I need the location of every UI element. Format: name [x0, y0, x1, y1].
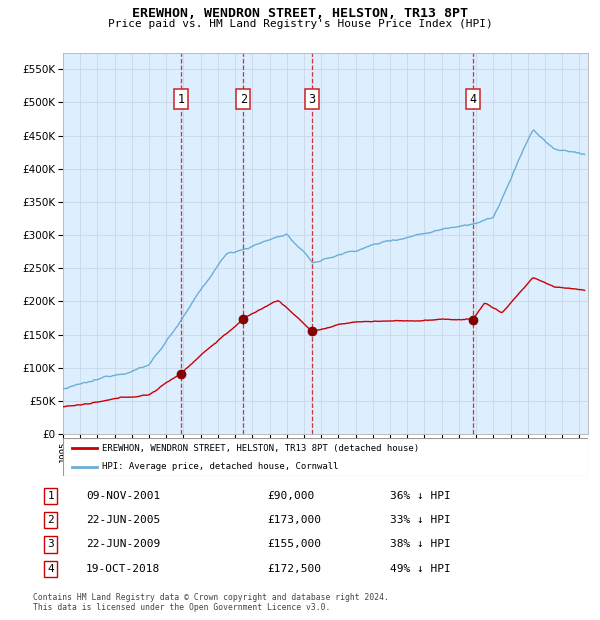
Text: 2: 2 — [47, 515, 54, 525]
Text: 33% ↓ HPI: 33% ↓ HPI — [390, 515, 451, 525]
Text: EREWHON, WENDRON STREET, HELSTON, TR13 8PT: EREWHON, WENDRON STREET, HELSTON, TR13 8… — [132, 7, 468, 20]
Text: 22-JUN-2009: 22-JUN-2009 — [86, 539, 160, 549]
Text: 38% ↓ HPI: 38% ↓ HPI — [390, 539, 451, 549]
Text: HPI: Average price, detached house, Cornwall: HPI: Average price, detached house, Corn… — [103, 462, 339, 471]
Text: 4: 4 — [469, 92, 476, 105]
Text: 36% ↓ HPI: 36% ↓ HPI — [390, 491, 451, 501]
Text: 1: 1 — [178, 92, 185, 105]
Text: 22-JUN-2005: 22-JUN-2005 — [86, 515, 160, 525]
Text: £173,000: £173,000 — [268, 515, 322, 525]
Text: 4: 4 — [47, 564, 54, 574]
Text: 1: 1 — [47, 491, 54, 501]
Text: 49% ↓ HPI: 49% ↓ HPI — [390, 564, 451, 574]
Text: Price paid vs. HM Land Registry's House Price Index (HPI): Price paid vs. HM Land Registry's House … — [107, 19, 493, 29]
Text: £155,000: £155,000 — [268, 539, 322, 549]
Text: EREWHON, WENDRON STREET, HELSTON, TR13 8PT (detached house): EREWHON, WENDRON STREET, HELSTON, TR13 8… — [103, 443, 419, 453]
Text: 3: 3 — [47, 539, 54, 549]
Text: £172,500: £172,500 — [268, 564, 322, 574]
Text: Contains HM Land Registry data © Crown copyright and database right 2024.
This d: Contains HM Land Registry data © Crown c… — [33, 593, 389, 612]
Text: 3: 3 — [308, 92, 316, 105]
Text: 19-OCT-2018: 19-OCT-2018 — [86, 564, 160, 574]
Text: 2: 2 — [239, 92, 247, 105]
Text: 09-NOV-2001: 09-NOV-2001 — [86, 491, 160, 501]
Text: £90,000: £90,000 — [268, 491, 314, 501]
FancyBboxPatch shape — [63, 438, 588, 476]
